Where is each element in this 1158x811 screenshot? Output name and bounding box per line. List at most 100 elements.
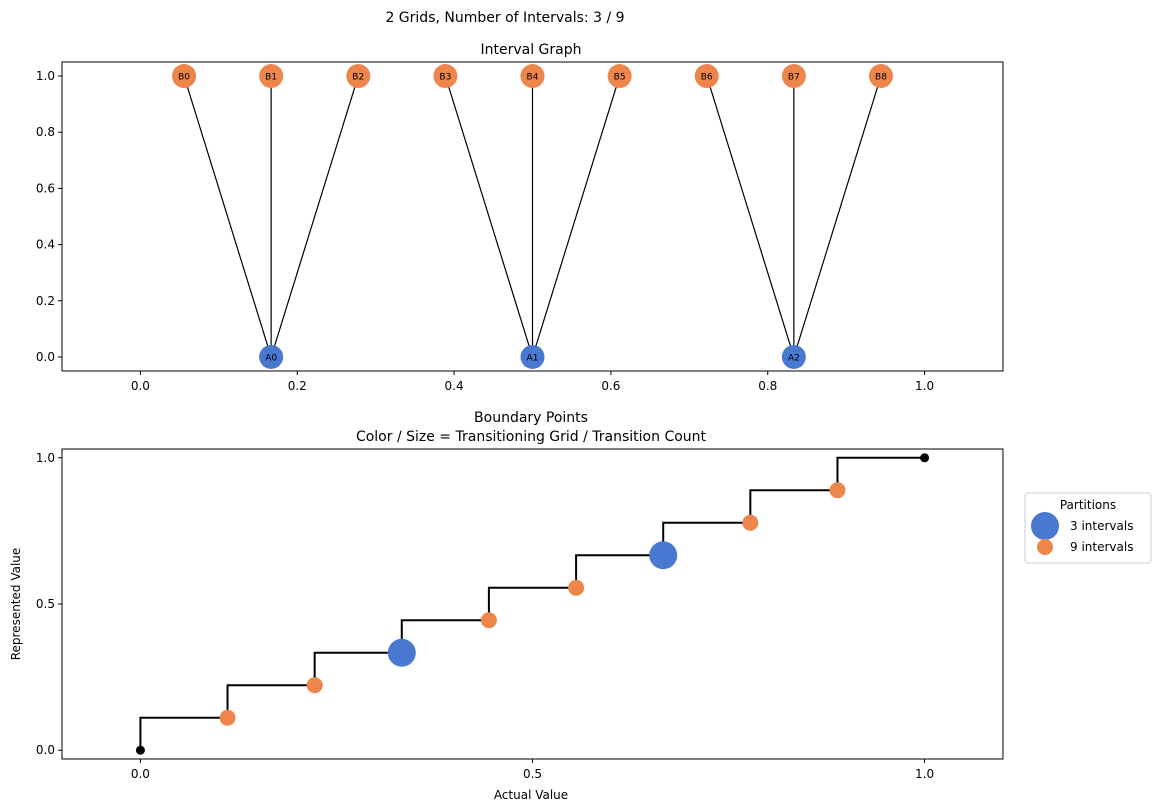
node-label: B4 — [527, 73, 539, 83]
node-label: B6 — [701, 73, 713, 83]
node-marker — [781, 64, 806, 89]
node-label: B1 — [265, 73, 277, 83]
node-b2: B2 — [346, 64, 371, 89]
x-tick: 0.2 — [288, 371, 307, 393]
x-tick: 0.8 — [758, 371, 777, 393]
x-tick-label: 0.0 — [131, 379, 150, 393]
node-b6: B6 — [694, 64, 719, 89]
node-label: B8 — [875, 73, 887, 83]
edge-a1-b3 — [444, 75, 534, 358]
point-9-intervals — [829, 482, 846, 499]
node-marker — [433, 64, 458, 89]
y-tick-label: 0.5 — [36, 597, 55, 611]
edge-a1-b5 — [531, 75, 621, 358]
y-tick: 0.2 — [36, 294, 62, 308]
node-label: A1 — [527, 353, 539, 363]
point-9-intervals — [568, 579, 585, 596]
x-tick: 0.0 — [131, 371, 150, 393]
node-label: B3 — [439, 73, 451, 83]
node-label: B0 — [178, 73, 190, 83]
boundary-points — [135, 453, 930, 755]
y-tick: 0.6 — [36, 181, 62, 195]
edge-a2-b8 — [793, 75, 882, 358]
node-a0: A0 — [259, 344, 284, 369]
y-tick-label: 0.8 — [36, 125, 55, 139]
interval-graph-edges — [183, 75, 882, 358]
point-9-intervals — [742, 514, 759, 531]
x-tick-label: 0.5 — [523, 767, 542, 781]
point-9-intervals — [306, 677, 323, 694]
boundary-points-x-ticks: 0.0 0.5 1.0 — [131, 759, 934, 781]
x-tick: 1.0 — [915, 371, 934, 393]
x-tick: 0.6 — [601, 371, 620, 393]
node-marker — [259, 344, 284, 369]
legend: Partitions 3 intervals 9 intervals — [1024, 492, 1152, 564]
y-tick-label: 0.2 — [36, 294, 55, 308]
x-tick-label: 0.4 — [445, 379, 464, 393]
node-b3: B3 — [433, 64, 458, 89]
edge-a0-b0 — [183, 75, 272, 358]
x-tick: 0.5 — [523, 759, 542, 781]
edge-a0-b2 — [270, 75, 359, 358]
y-tick: 1.0 — [36, 451, 62, 465]
y-tick-label: 1.0 — [36, 451, 55, 465]
y-tick-label: 0.4 — [36, 238, 55, 252]
point-9-intervals — [480, 612, 497, 629]
node-marker — [172, 64, 197, 89]
node-b8: B8 — [868, 64, 893, 89]
point-9-intervals — [219, 709, 236, 726]
boundary-points-y-ticks: 0.0 0.5 1.0 — [36, 451, 62, 757]
y-tick: 1.0 — [36, 69, 62, 83]
legend-title: Partitions — [1060, 498, 1116, 512]
x-tick: 0.0 — [131, 759, 150, 781]
node-label: B7 — [788, 73, 800, 83]
x-tick-label: 1.0 — [915, 767, 934, 781]
y-tick-label: 0.0 — [36, 350, 55, 364]
x-tick: 1.0 — [915, 759, 934, 781]
y-tick: 0.0 — [36, 350, 62, 364]
node-a2: A2 — [781, 344, 806, 369]
step-line — [139, 456, 925, 751]
figure-suptitle: 2 Grids, Number of Intervals: 3 / 9 — [385, 10, 624, 26]
interval-graph-frame — [61, 61, 1004, 372]
interval-graph-nodes: A0 A1 A2 B0 B1 B2 B3 B4 B5 B6 B7 B8 — [172, 64, 893, 369]
y-tick-label: 0.6 — [36, 181, 55, 195]
node-marker — [520, 64, 545, 89]
node-b7: B7 — [781, 64, 806, 89]
node-b4: B4 — [520, 64, 545, 89]
x-tick-label: 1.0 — [915, 379, 934, 393]
node-marker — [781, 344, 806, 369]
legend-label-3-intervals: 3 intervals — [1070, 519, 1133, 533]
node-label: A2 — [788, 353, 800, 363]
point-3-intervals — [649, 541, 678, 570]
point-3-intervals — [387, 638, 416, 667]
boundary-points-title: Boundary Points — [474, 410, 588, 426]
node-label: B5 — [614, 73, 626, 83]
x-tick-label: 0.6 — [601, 379, 620, 393]
legend-label-9-intervals: 9 intervals — [1070, 540, 1133, 554]
x-tick-label: 0.8 — [758, 379, 777, 393]
node-marker — [694, 64, 719, 89]
node-b0: B0 — [172, 64, 197, 89]
y-tick: 0.0 — [36, 743, 62, 757]
x-axis-label: Actual Value — [494, 788, 568, 802]
interval-graph-title: Interval Graph — [480, 42, 581, 58]
node-marker — [259, 64, 284, 89]
y-tick: 0.5 — [36, 597, 62, 611]
point-endpoint — [135, 745, 145, 755]
x-tick-label: 0.0 — [131, 767, 150, 781]
node-marker — [520, 344, 545, 369]
x-tick-label: 0.2 — [288, 379, 307, 393]
y-tick-label: 0.0 — [36, 743, 55, 757]
node-marker — [868, 64, 893, 89]
boundary-points-subtitle: Color / Size = Transitioning Grid / Tran… — [356, 429, 707, 445]
node-marker — [607, 64, 632, 89]
node-label: A0 — [265, 353, 277, 363]
point-endpoint — [920, 453, 930, 463]
y-tick-label: 1.0 — [36, 69, 55, 83]
edge-a2-b6 — [706, 75, 795, 358]
legend-box — [1024, 492, 1152, 564]
node-marker — [346, 64, 371, 89]
